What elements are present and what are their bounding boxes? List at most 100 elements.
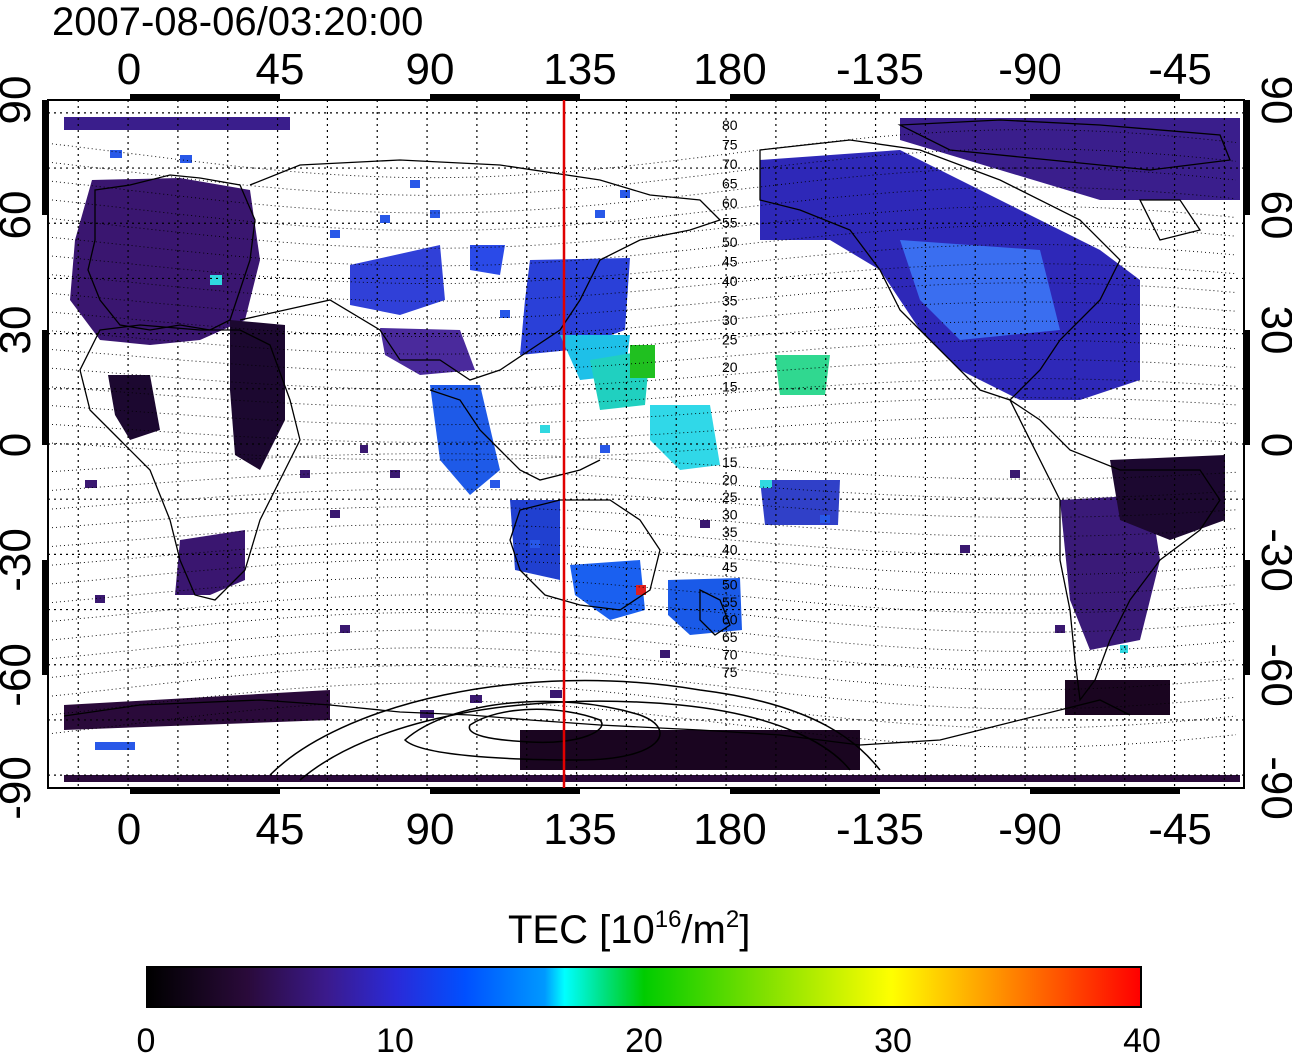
- magnetic-contour: [48, 263, 1237, 302]
- bottom-longitude-labels: 0 45 90 135 180 -135 -90 -45: [117, 805, 1212, 854]
- latitude-tick-label: 30: [0, 306, 40, 355]
- magnetic-latitude-label: 60: [722, 195, 738, 211]
- longitude-tick-label: 135: [543, 45, 616, 94]
- magnetic-contour: [48, 244, 1237, 284]
- longitude-tick-label: 135: [543, 805, 616, 854]
- tec-region-arctic-europe: [64, 117, 290, 130]
- latitude-tick-label: 0: [0, 433, 40, 457]
- longitude-tick-label: -135: [836, 805, 924, 854]
- tec-region-micronesia: [650, 405, 720, 470]
- tec-region-new-zealand: [668, 578, 742, 635]
- longitude-tick-label: 0: [117, 805, 141, 854]
- latitude-tick-label: 90: [0, 76, 40, 125]
- tec-region-india: [380, 328, 475, 375]
- magnetic-latitude-label: 70: [722, 156, 738, 172]
- colorbar-tick-label: 0: [136, 1022, 156, 1060]
- latitude-tick-label: -60: [0, 643, 40, 707]
- longitude-tick-label: 0: [117, 45, 141, 94]
- magnetic-latitude-label: 70: [722, 647, 738, 663]
- longitude-tick-label: 90: [406, 805, 455, 854]
- latitude-tick-label: -90: [0, 756, 40, 820]
- magnetic-contour: [48, 629, 1237, 672]
- magnetic-latitude-label: 30: [722, 312, 738, 328]
- magnetic-contour: [48, 682, 1237, 729]
- latitude-tick-label: 30: [1252, 306, 1292, 355]
- magnetic-latitude-labels: 8075706560555045403530252015152025303540…: [722, 117, 738, 680]
- magnetic-latitude-label: 65: [722, 629, 738, 645]
- right-latitude-labels: 90 60 30 0 -30 -60 -90: [1252, 76, 1292, 820]
- magnetic-latitude-label: 40: [722, 273, 738, 289]
- magnetic-latitude-label: 75: [722, 137, 738, 153]
- latitude-tick-label: -30: [1252, 528, 1292, 592]
- magnetic-contour: [48, 224, 1237, 267]
- tec-scatter-red: [636, 585, 646, 595]
- tec-region-drake-passage: [1065, 680, 1170, 715]
- longitude-tick-label: -45: [1148, 805, 1212, 854]
- latitude-tick-label: 90: [1252, 76, 1292, 125]
- tec-scatter-blue: [95, 150, 830, 750]
- magnetic-latitude-label: 45: [722, 254, 738, 270]
- tec-region-southeast-asia: [430, 385, 500, 495]
- tec-region-central-asia: [350, 245, 445, 315]
- top-longitude-labels: 0 45 90 135 180 -135 -90 -45: [117, 45, 1212, 94]
- magnetic-latitude-label: 45: [722, 559, 738, 575]
- tec-region-east-africa: [230, 320, 285, 470]
- tec-region-hawaii: [775, 355, 830, 395]
- tec-region-usa-core: [900, 240, 1060, 340]
- longitude-tick-label: 180: [693, 45, 766, 94]
- magnetic-latitude-label: 30: [722, 507, 738, 523]
- coastlines: [63, 119, 1231, 746]
- frame-ticks: [42, 94, 1250, 794]
- colorbar-tick-label: 20: [625, 1022, 663, 1060]
- longitude-tick-label: -45: [1148, 45, 1212, 94]
- colorbar-tick-label: 30: [874, 1022, 912, 1060]
- longitude-tick-label: -135: [836, 45, 924, 94]
- left-latitude-labels: 90 60 30 0 -30 -60 -90: [0, 76, 40, 820]
- magnetic-latitude-label: 20: [722, 359, 738, 375]
- magnetic-latitude-label: 15: [722, 454, 738, 470]
- map-title: 2007-08-06/03:20:00: [52, 0, 424, 44]
- colorbar-tick-label: 10: [376, 1022, 414, 1060]
- magnetic-contour: [48, 148, 1237, 196]
- magnetic-latitude-label: 60: [722, 612, 738, 628]
- latitude-tick-label: 60: [0, 191, 40, 240]
- magnetic-latitude-label: 20: [722, 472, 738, 488]
- tec-region-arctic-canada: [900, 118, 1240, 200]
- latitude-tick-label: -60: [1252, 643, 1292, 707]
- magnetic-contour: [48, 282, 1237, 320]
- latitude-tick-label: 60: [1252, 191, 1292, 240]
- magnetic-latitude-label: 50: [722, 577, 738, 593]
- map-grid: [48, 100, 1244, 788]
- tec-region-mongolia: [470, 245, 505, 275]
- latitude-tick-label: -90: [1252, 756, 1292, 820]
- magnetic-latitude-label: 55: [722, 215, 738, 231]
- magnetic-latitude-label: 40: [722, 542, 738, 558]
- magnetic-latitude-label: 25: [722, 332, 738, 348]
- latitude-tick-label: -30: [0, 528, 40, 592]
- magnetic-contour: [48, 129, 1237, 179]
- tec-region-west-africa: [108, 375, 160, 440]
- longitude-tick-label: -90: [998, 45, 1062, 94]
- magnetic-latitude-label: 75: [722, 664, 738, 680]
- magnetic-contour: [48, 700, 1237, 748]
- magnetic-latitude-label: 80: [722, 117, 738, 133]
- tec-region-green-patch: [630, 345, 655, 378]
- tec-region-south-pole-band: [64, 775, 1240, 782]
- magnetic-latitude-contours: [48, 129, 1237, 748]
- tec-region-south-america: [1060, 495, 1160, 650]
- magnetic-latitude-label: 50: [722, 234, 738, 250]
- magnetic-latitude-label: 55: [722, 594, 738, 610]
- magnetic-contour: [48, 301, 1237, 337]
- longitude-tick-label: 45: [256, 805, 305, 854]
- magnetic-latitude-label: 35: [722, 524, 738, 540]
- magnetic-contour: [48, 576, 1237, 614]
- longitude-tick-label: 90: [406, 45, 455, 94]
- longitude-tick-label: 180: [693, 805, 766, 854]
- tec-scatter-cyan: [210, 275, 1128, 653]
- magnetic-latitude-label: 25: [722, 489, 738, 505]
- tec-data-layer: [64, 117, 1240, 782]
- magnetic-contour: [48, 612, 1237, 652]
- magnetic-latitude-label: 35: [722, 293, 738, 309]
- tec-region-brazil: [1110, 455, 1225, 540]
